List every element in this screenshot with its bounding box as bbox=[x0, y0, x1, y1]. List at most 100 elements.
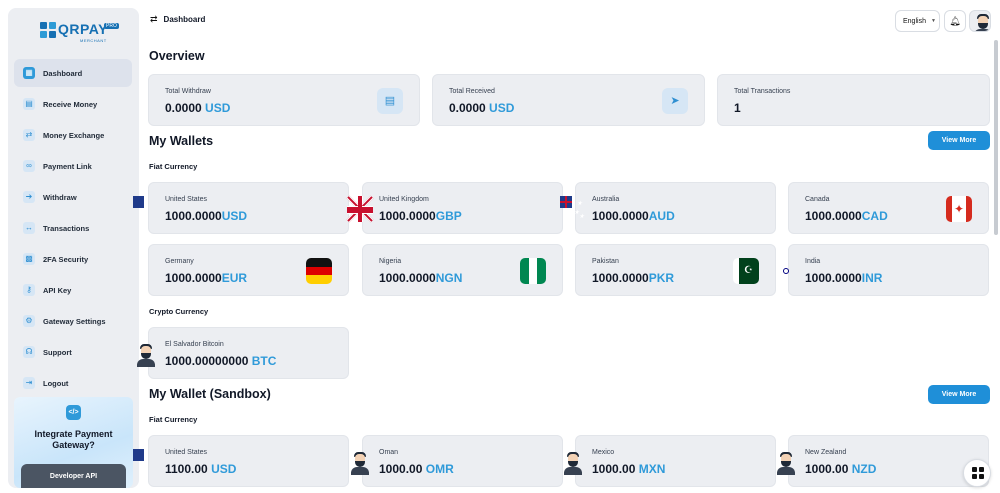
wallet-balance: 1000.00 NZD bbox=[805, 462, 877, 476]
wallet-country: Germany bbox=[165, 258, 194, 265]
developer-api-button[interactable]: Developer API bbox=[21, 464, 126, 488]
sidebar-item-support[interactable]: ☊ Support bbox=[14, 338, 132, 366]
crypto-currency-heading: Crypto Currency bbox=[149, 307, 209, 316]
sandbox-wallets-title: My Wallet (Sandbox) bbox=[149, 387, 271, 401]
sidebar: QRPAY PRO MERCHANT ▦ Dashboard ▤ Receive… bbox=[8, 8, 139, 488]
sidebar-item-label: Support bbox=[43, 347, 72, 357]
logout-icon: ⇥ bbox=[23, 377, 35, 389]
sandbox-wallet-card-omr[interactable]: Oman 1000.00 OMR bbox=[351, 435, 563, 487]
security-icon: ▩ bbox=[23, 253, 35, 265]
wallet-card-eur[interactable]: Germany 1000.0000EUR bbox=[148, 244, 349, 296]
brand-subtitle: MERCHANT bbox=[80, 38, 107, 43]
brand-name: QRPAY bbox=[58, 21, 108, 37]
stat-label: Total Withdraw bbox=[165, 88, 211, 95]
wallet-card-usd[interactable]: United States 1000.0000USD bbox=[148, 182, 349, 234]
sandbox-wallet-card-usd[interactable]: United States 1100.00 USD bbox=[148, 435, 349, 487]
wallets-view-more-button[interactable]: View More bbox=[928, 131, 990, 150]
sidebar-item-api-key[interactable]: ⚷ API Key bbox=[14, 276, 132, 304]
sidebar-item-transactions[interactable]: ↔ Transactions bbox=[14, 214, 132, 242]
exchange-icon: ⇄ bbox=[23, 129, 35, 141]
send-icon: ➤ bbox=[662, 88, 688, 114]
scrollbar-thumb[interactable] bbox=[994, 40, 998, 235]
sandbox-wallet-card-mxn[interactable]: Mexico 1000.00 MXN bbox=[564, 435, 776, 487]
stat-value: 0.0000 USD bbox=[165, 101, 231, 115]
withdraw-icon: ➔ bbox=[23, 191, 35, 203]
sidebar-item-receive-money[interactable]: ▤ Receive Money bbox=[14, 90, 132, 118]
ca-flag-icon: ✦ bbox=[946, 196, 972, 222]
promo-title: Integrate Payment Gateway? bbox=[34, 429, 113, 450]
sidebar-item-money-exchange[interactable]: ⇄ Money Exchange bbox=[14, 121, 132, 149]
sidebar-item-label: Withdraw bbox=[43, 192, 77, 202]
sidebar-item-payment-link[interactable]: ∞ Payment Link bbox=[14, 152, 132, 180]
wallet-country: United States bbox=[165, 196, 208, 203]
wallet-card-gbp[interactable]: United Kingdom 1000.0000GBP bbox=[346, 182, 563, 234]
wallet-card-btc[interactable]: El Salvador Bitcoin 1000.00000000 BTC bbox=[137, 327, 349, 379]
wallet-country: Pakistan bbox=[592, 258, 619, 265]
notification-button[interactable]: 🔔︎ bbox=[944, 10, 966, 32]
sandbox-view-more-button[interactable]: View More bbox=[928, 385, 990, 404]
developer-promo-card: </> Integrate Payment Gateway? Developer… bbox=[14, 397, 133, 488]
wallet-country: United States bbox=[165, 449, 208, 456]
dashboard-icon: ▦ bbox=[23, 67, 35, 79]
code-icon: </> bbox=[66, 405, 81, 420]
sidebar-item-label: Logout bbox=[43, 378, 69, 388]
wallet-balance: 1100.00 USD bbox=[165, 462, 237, 476]
wallet-balance: 1000.0000EUR bbox=[165, 271, 248, 285]
receive-icon: ▤ bbox=[23, 98, 35, 110]
de-flag-icon bbox=[306, 258, 332, 284]
sidebar-item-2fa-security[interactable]: ▩ 2FA Security bbox=[14, 245, 132, 273]
wallet-balance: 1000.00 MXN bbox=[592, 462, 666, 476]
sidebar-item-dashboard[interactable]: ▦ Dashboard bbox=[14, 59, 132, 87]
wallet-country: India bbox=[805, 258, 821, 265]
sidebar-item-logout[interactable]: ⇥ Logout bbox=[14, 369, 132, 397]
wallet-balance: 1000.00 OMR bbox=[379, 462, 454, 476]
sidebar-item-label: Receive Money bbox=[43, 99, 98, 109]
link-icon: ∞ bbox=[23, 160, 35, 172]
brand-tag: PRO bbox=[104, 23, 119, 29]
wallet-card-ngn[interactable]: Nigeria 1000.0000NGN bbox=[362, 244, 563, 296]
wallet-country: Australia bbox=[592, 196, 620, 203]
stat-label: Total Transactions bbox=[734, 88, 791, 95]
user-avatar[interactable] bbox=[969, 10, 991, 32]
wallet-country: Oman bbox=[379, 449, 399, 456]
pk-flag-icon: ☪ bbox=[733, 258, 759, 284]
sidebar-item-label: API Key bbox=[43, 285, 72, 295]
stat-value: 0.0000 USD bbox=[449, 101, 515, 115]
wallet-balance: 1000.0000PKR bbox=[592, 271, 675, 285]
wallet-card-inr[interactable]: India 1000.0000INR bbox=[788, 244, 989, 296]
wallet-country: El Salvador Bitcoin bbox=[165, 341, 224, 348]
key-icon: ⚷ bbox=[23, 284, 35, 296]
wallet-balance: 1000.0000INR bbox=[805, 271, 883, 285]
stat-card-total-withdraw: Total Withdraw 0.0000 USD ▤ bbox=[148, 74, 420, 126]
qr-scan-button[interactable] bbox=[963, 459, 991, 487]
bell-icon: 🔔︎ bbox=[949, 16, 961, 26]
breadcrumb: ⇄ Dashboard bbox=[150, 14, 205, 25]
language-select[interactable]: English ▼ bbox=[895, 10, 940, 32]
stat-value: 1 bbox=[734, 101, 741, 115]
sidebar-item-label: Payment Link bbox=[43, 161, 92, 171]
sidebar-item-gateway-settings[interactable]: ⚙ Gateway Settings bbox=[14, 307, 132, 335]
overview-title: Overview bbox=[149, 49, 205, 63]
qr-logo-icon bbox=[40, 22, 56, 38]
fiat-currency-heading: Fiat Currency bbox=[149, 162, 198, 171]
wallet-balance: 1000.00000000 BTC bbox=[165, 354, 277, 368]
logo[interactable]: QRPAY PRO MERCHANT bbox=[40, 16, 119, 43]
wallet-country: Nigeria bbox=[379, 258, 402, 265]
sidebar-nav: ▦ Dashboard ▤ Receive Money ⇄ Money Exch… bbox=[14, 59, 132, 400]
support-icon: ☊ bbox=[23, 346, 35, 358]
wallet-balance: 1000.0000NGN bbox=[379, 271, 463, 285]
wallet-card-pkr[interactable]: Pakistan 1000.0000PKR ☪ bbox=[575, 244, 776, 296]
language-value: English bbox=[903, 17, 926, 25]
stat-label: Total Received bbox=[449, 88, 495, 95]
sandbox-wallet-card-nzd[interactable]: New Zealand 1000.00 NZD bbox=[777, 435, 989, 487]
stat-card-total-received: Total Received 0.0000 USD ➤ bbox=[432, 74, 705, 126]
sidebar-item-withdraw[interactable]: ➔ Withdraw bbox=[14, 183, 132, 211]
menu-toggle-icon[interactable]: ⇄ bbox=[150, 14, 158, 24]
sandbox-fiat-currency-heading: Fiat Currency bbox=[149, 415, 198, 424]
wallet-balance: 1000.0000GBP bbox=[379, 209, 462, 223]
wallet-card-cad[interactable]: Canada 1000.0000CAD ✦ bbox=[788, 182, 989, 234]
wallet-card-aud[interactable]: Australia 1000.0000AUD ★★★★ bbox=[560, 182, 776, 234]
sidebar-item-label: Dashboard bbox=[43, 68, 83, 78]
qr-code-icon bbox=[972, 467, 977, 472]
stat-card-total-transactions: Total Transactions 1 bbox=[717, 74, 990, 126]
